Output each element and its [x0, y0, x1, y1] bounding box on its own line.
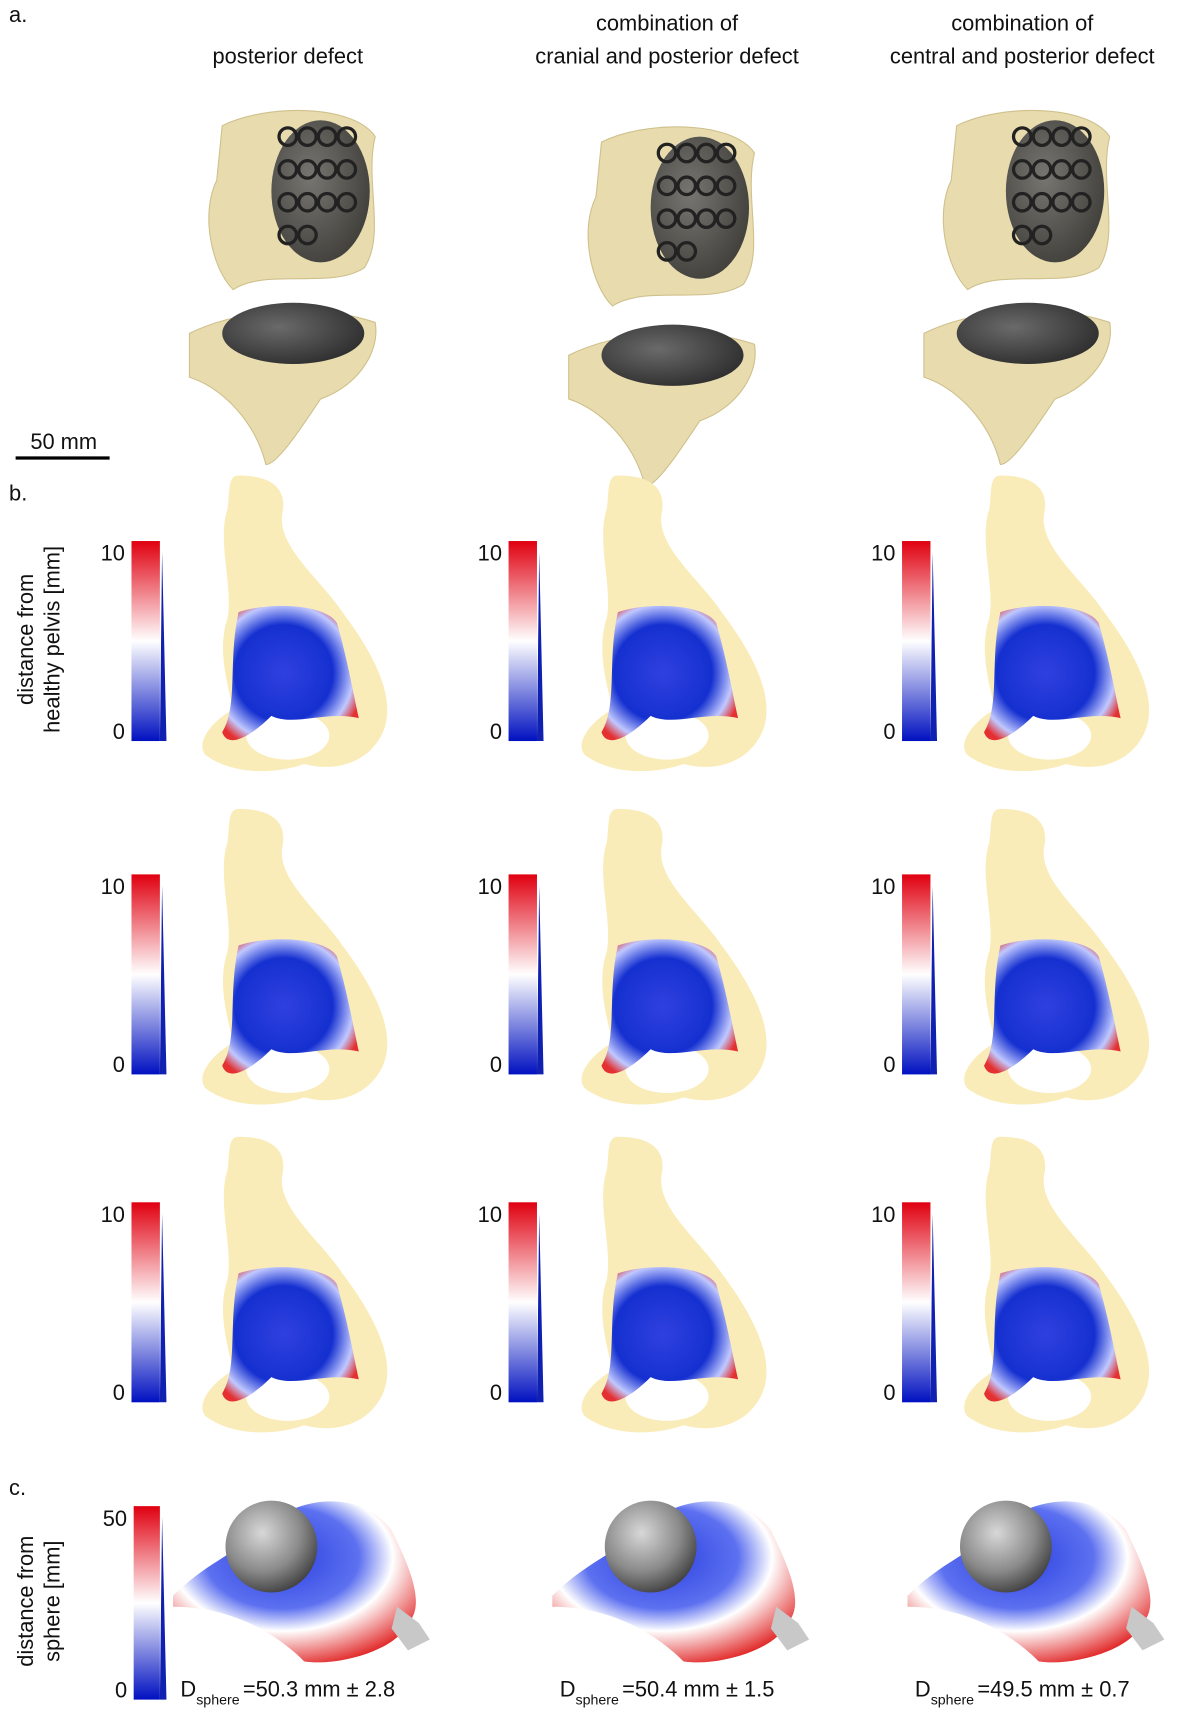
colorbar-tick-label: 0: [115, 1677, 127, 1702]
sphere-map: [908, 1501, 1165, 1663]
sphere-diameter: Dsphere=49.5 mm ± 0.7: [915, 1676, 1130, 1708]
colorbar: [902, 1202, 930, 1402]
colorbar-tick-label: 0: [113, 719, 125, 744]
value: =50.4 mm ± 1.5: [622, 1676, 774, 1701]
colorbar-histogram: [930, 1213, 937, 1402]
subscript: sphere: [931, 1692, 974, 1708]
column-header: cranial and posterior defect: [535, 43, 799, 68]
column-header: combination of: [951, 11, 1094, 36]
colorbar-histogram: [160, 885, 167, 1074]
implant: [601, 325, 743, 386]
colorbar-tick-label: 0: [490, 719, 502, 744]
pelvis-map: [202, 809, 387, 1105]
colorbar-tick-label: 0: [113, 1380, 125, 1405]
colorbar-histogram: [537, 552, 544, 741]
colorbar-tick-label: 10: [478, 874, 502, 899]
colorbar: [902, 541, 930, 741]
colorbar-histogram: [160, 1213, 167, 1402]
column-header: combination of: [596, 11, 739, 36]
colorbar: [131, 1202, 159, 1402]
pelvis-map: [964, 809, 1149, 1105]
colorbar-tick-label: 10: [871, 541, 895, 566]
axis-title: sphere [mm]: [39, 1541, 64, 1662]
colorbar-tick-label: 10: [101, 541, 125, 566]
sphere-map: [552, 1501, 809, 1663]
pelvis-map: [582, 475, 767, 771]
fitted-sphere: [225, 1501, 317, 1593]
panel-label: b.: [9, 481, 27, 506]
pelvis-map: [582, 809, 767, 1105]
panel-label: c.: [9, 1475, 26, 1500]
pelvis-map: [582, 1137, 767, 1433]
colorbar-tick-label: 10: [478, 1202, 502, 1227]
pelvis-map: [202, 1137, 387, 1433]
colorbar-tick-label: 0: [113, 1052, 125, 1077]
pelvis-map: [964, 1137, 1149, 1433]
colorbar: [131, 541, 159, 741]
colorbar-histogram: [930, 885, 937, 1074]
figure: a. b. c. 50 mm posterior defect combinati…: [0, 0, 1192, 1716]
implant: [957, 303, 1099, 364]
colorbar-tick-label: 10: [871, 874, 895, 899]
fitted-sphere: [960, 1501, 1052, 1593]
panel-label: a.: [9, 2, 27, 27]
subscript: sphere: [196, 1692, 239, 1708]
colorbar: [902, 874, 930, 1074]
colorbar: [509, 541, 537, 741]
colorbar-tick-label: 0: [883, 719, 895, 744]
symbol: D: [915, 1676, 931, 1701]
colorbar-histogram: [537, 1213, 544, 1402]
scale-bar-label: 50 mm: [30, 429, 97, 454]
colorbar: [509, 1202, 537, 1402]
symbol: D: [180, 1676, 196, 1701]
colorbar-tick-label: 0: [883, 1380, 895, 1405]
axis-title: distance from: [13, 574, 38, 705]
subscript: sphere: [575, 1692, 618, 1708]
colorbar: [509, 874, 537, 1074]
implant: [222, 303, 364, 364]
colorbar-tick-label: 0: [490, 1052, 502, 1077]
bone-render: [209, 110, 375, 289]
colorbar: [131, 874, 159, 1074]
column-header: posterior defect: [212, 43, 363, 68]
bone-render: [588, 127, 754, 306]
colorbar-histogram: [930, 552, 937, 741]
colorbar-histogram: [160, 1517, 167, 1700]
bone-render: [569, 325, 756, 487]
bone-render: [943, 110, 1109, 289]
sphere-map: [173, 1501, 430, 1663]
pelvis-map: [964, 475, 1149, 771]
colorbar-tick-label: 10: [478, 541, 502, 566]
colorbar-histogram: [160, 552, 167, 741]
colorbar-tick-label: 50: [103, 1506, 127, 1531]
sphere-diameter: Dsphere=50.4 mm ± 1.5: [560, 1676, 775, 1708]
colorbar-tick-label: 0: [490, 1380, 502, 1405]
colorbar: [134, 1506, 160, 1699]
axis-title: healthy pelvis [mm]: [39, 546, 64, 733]
colorbar-tick-label: 0: [883, 1052, 895, 1077]
value: =49.5 mm ± 0.7: [977, 1676, 1129, 1701]
colorbar-tick-label: 10: [101, 874, 125, 899]
fitted-sphere: [605, 1501, 697, 1593]
symbol: D: [560, 1676, 576, 1701]
bone-render: [924, 303, 1111, 465]
column-header: central and posterior defect: [890, 43, 1155, 68]
axis-title: distance from: [13, 1536, 38, 1667]
sphere-diameter: Dsphere=50.3 mm ± 2.8: [180, 1676, 395, 1708]
colorbar-histogram: [537, 885, 544, 1074]
pelvis-map: [202, 475, 387, 771]
bone-render: [189, 303, 376, 465]
value: =50.3 mm ± 2.8: [243, 1676, 395, 1701]
colorbar-tick-label: 10: [871, 1202, 895, 1227]
colorbar-tick-label: 10: [101, 1202, 125, 1227]
